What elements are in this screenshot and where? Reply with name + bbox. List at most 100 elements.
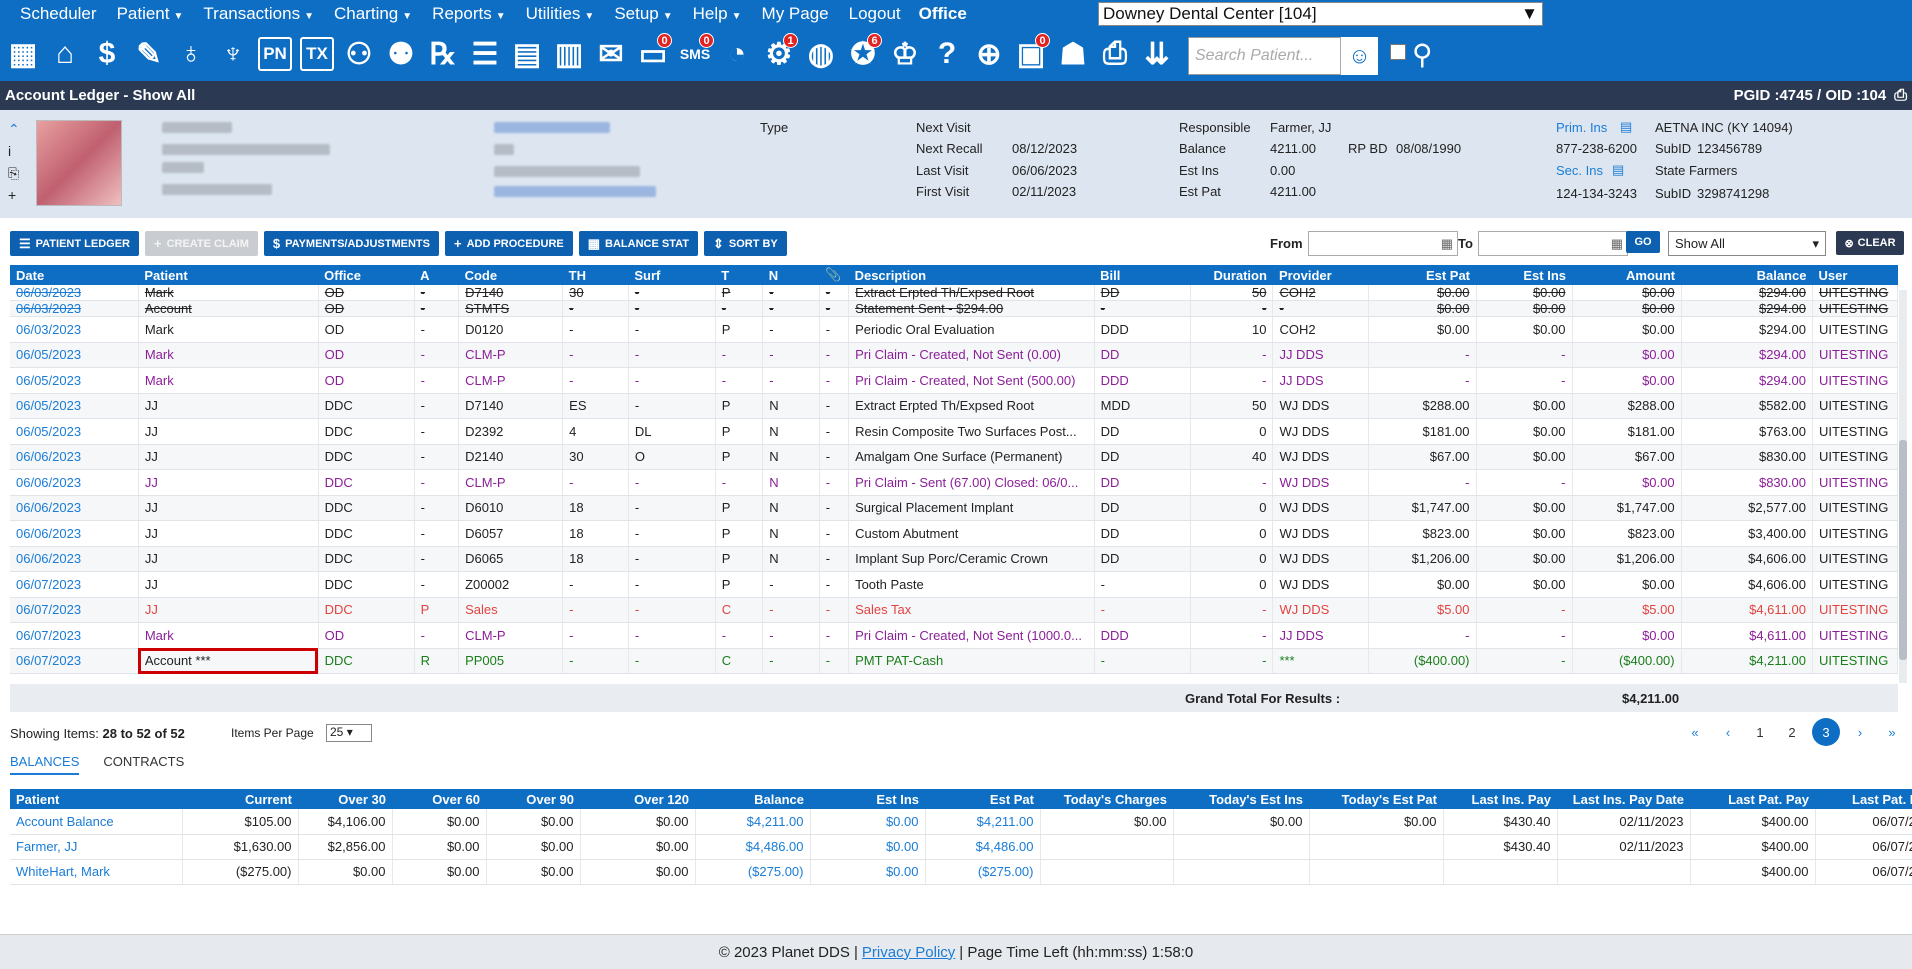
pager-next[interactable]: › [1857,724,1863,740]
ledger-cell[interactable]: 06/06/2023 [10,469,139,496]
ledger-cell[interactable]: 06/06/2023 [10,520,139,547]
family-icon[interactable]: ☗ [1059,37,1087,71]
ledger-cell[interactable]: 06/06/2023 [10,495,139,521]
payments-adjustments-button[interactable]: $ PAYMENTS/ADJUSTMENTS [263,231,439,256]
ledger-header-15[interactable]: Est Ins [1476,265,1572,285]
add-procedure-button[interactable]: + ADD PROCEDURE [444,231,573,256]
ledger-header-7[interactable]: T [715,265,763,285]
print-icon[interactable]: ⎙ [1103,37,1127,70]
ledger-cell[interactable]: 06/05/2023 [10,418,139,445]
tooth-help-icon[interactable]: ? [937,37,957,70]
sec-ins-link[interactable]: Sec. Ins [1556,163,1603,178]
ledger-row[interactable]: 06/07/2023 JJ DDC P Sales - - C - - Sales Tax - - WJ … [10,597,1899,623]
ledger-cell[interactable]: 06/05/2023 [10,342,139,368]
pager-last[interactable]: » [1888,724,1896,740]
ledger-cell[interactable]: 06/06/2023 [10,546,139,572]
menu-charting[interactable]: Charting ▼ [334,3,413,23]
ledger-header-0[interactable]: Date [10,265,139,285]
ledger-header-14[interactable]: Est Pat [1368,265,1477,285]
ledger-header-8[interactable]: N [762,265,820,285]
calendar-icon[interactable]: ▦ [1610,235,1623,251]
menu-transactions[interactable]: Transactions ▼ [203,3,314,23]
clock-icon[interactable]: ◔ [727,37,747,70]
menu-utilities[interactable]: Utilities ▼ [525,3,595,23]
alerts-icon[interactable]: ⚙ 1 [758,31,800,77]
attachment-icon[interactable]: ⎘ [8,165,20,181]
clear-button[interactable]: ⊗ CLEAR [1836,231,1904,255]
menu-scheduler[interactable]: Scheduler [20,3,97,23]
patient-ledger-button[interactable]: ☰ PATIENT LEDGER [10,231,139,256]
office-select[interactable]: Downey Dental Center [104] ▼ [1098,2,1543,26]
ledger-header-9[interactable]: 📎 [819,265,849,285]
tooth-perio-icon[interactable]: ♆ [221,37,245,70]
balances-cell[interactable]: $0.00 [810,809,926,835]
pager-prev[interactable]: ‹ [1725,724,1731,740]
ledger-cell[interactable]: 06/06/2023 [10,444,139,470]
sms-icon[interactable]: SMS 0 [674,31,716,77]
ledger-row[interactable]: 06/05/2023 JJ DDC - D2392 4 DL P N - Resin Composi… [10,418,1899,445]
prescription-icon[interactable]: ℞ [429,37,457,71]
balances-cell[interactable]: WhiteHart, Mark [10,859,183,885]
to-date-input[interactable]: ▦ [1478,231,1628,256]
ledger-header-10[interactable]: Description [848,265,1095,285]
menu-reports[interactable]: Reports ▼ [432,3,506,23]
globe-users-icon[interactable]: ◍ [807,37,835,71]
ledger-header-5[interactable]: TH [562,265,629,285]
prim-ins-link[interactable]: Prim. Ins [1556,120,1608,135]
ledger-cell[interactable]: 06/07/2023 [10,648,139,674]
menu-setup[interactable]: Setup ▼ [614,3,673,23]
messages-icon[interactable]: ▭ 0 [632,31,674,77]
tab-contracts[interactable]: CONTRACTS [103,754,185,769]
menu-help[interactable]: Help ▼ [692,3,742,23]
ledger-row[interactable]: 06/06/2023 JJ DDC - D2140 30 O P N - Amalgam One S… [10,444,1899,470]
balance-stat-button[interactable]: ▦ BALANCE STAT [578,231,698,256]
tooth-icon[interactable]: ♔ [891,37,919,71]
ledger-header-4[interactable]: Code [458,265,563,285]
items-per-page-select[interactable]: 25 ▾ [326,724,372,742]
ledger-row[interactable]: 06/06/2023 JJ DDC - D6010 18- P N - Surgical Plac… [10,495,1899,521]
collapse-icon[interactable]: ⌃ [8,121,20,137]
ledger-row[interactable]: 06/03/2023 Mark OD - D7140 30- P - - Extract Erpt… [10,285,1899,301]
calendar-icon[interactable]: ▦ [8,37,38,71]
ledger-cell[interactable]: 06/05/2023 [10,367,139,394]
balances-cell[interactable]: $4,486.00 [695,834,811,860]
ledger-cell[interactable]: 06/07/2023 [10,597,139,623]
privacy-policy-link[interactable]: Privacy Policy [861,943,956,961]
dollar-icon[interactable]: $ [98,37,116,70]
sort-by-button[interactable]: ⇕ SORT BY [703,231,787,256]
ledger-header-3[interactable]: A [414,265,459,285]
go-button[interactable]: GO [1626,231,1660,253]
balances-cell[interactable]: ($275.00) [695,859,811,885]
menu-patient[interactable]: Patient ▼ [116,3,184,23]
pager-page-1[interactable]: 1 [1756,724,1764,740]
scan-icon[interactable]: ▥ [554,37,584,71]
ledger-header-1[interactable]: Patient [138,265,319,285]
ledger-row[interactable]: 06/06/2023 JJ DDC - D6057 18- P N - Custom Abutme… [10,520,1899,547]
balances-cell[interactable]: Farmer, JJ [10,834,183,860]
search-checkbox[interactable] [1390,44,1406,60]
menu-my-page[interactable]: My Page [761,3,829,23]
ledger-header-18[interactable]: User [1812,265,1898,285]
ledger-cell[interactable]: 06/05/2023 [10,393,139,419]
edit-notes-icon[interactable]: ✎ [136,37,162,71]
balances-cell[interactable]: Account Balance [10,809,183,835]
patient-search-icon[interactable]: ☺ [1340,37,1378,75]
web-icon[interactable]: ⊕ [976,37,1002,71]
ledger-header-2[interactable]: Office [318,265,415,285]
document-icon[interactable]: ▤ [512,37,542,71]
insurance-edit-icon[interactable]: ▤ [1620,119,1633,134]
balances-cell[interactable]: ($275.00) [925,859,1041,885]
treatment-icon[interactable]: TX [300,37,334,71]
ledger-row[interactable]: 06/05/2023 JJ DDC - D7140 ES - P N - Extract Erpte… [10,393,1899,419]
add-icon[interactable]: + [8,187,17,203]
balances-cell[interactable]: $4,211.00 [925,809,1041,835]
ledger-row[interactable]: 06/03/2023 Mark OD - D0120- - P - - Periodic Oral… [10,316,1899,343]
group-search-icon[interactable]: ⚲ [1412,39,1433,70]
sec-insurance-edit-icon[interactable]: ▤ [1612,162,1625,177]
ledger-header-17[interactable]: Balance [1681,265,1813,285]
show-filter-select[interactable]: Show All ▾ [1668,231,1826,256]
ledger-cell[interactable]: 06/03/2023 [10,316,139,343]
tooth-chart-icon[interactable]: ♁ [179,37,203,70]
balances-cell[interactable]: $0.00 [810,834,926,860]
ledger-cell[interactable]: 06/03/2023 [10,300,139,317]
